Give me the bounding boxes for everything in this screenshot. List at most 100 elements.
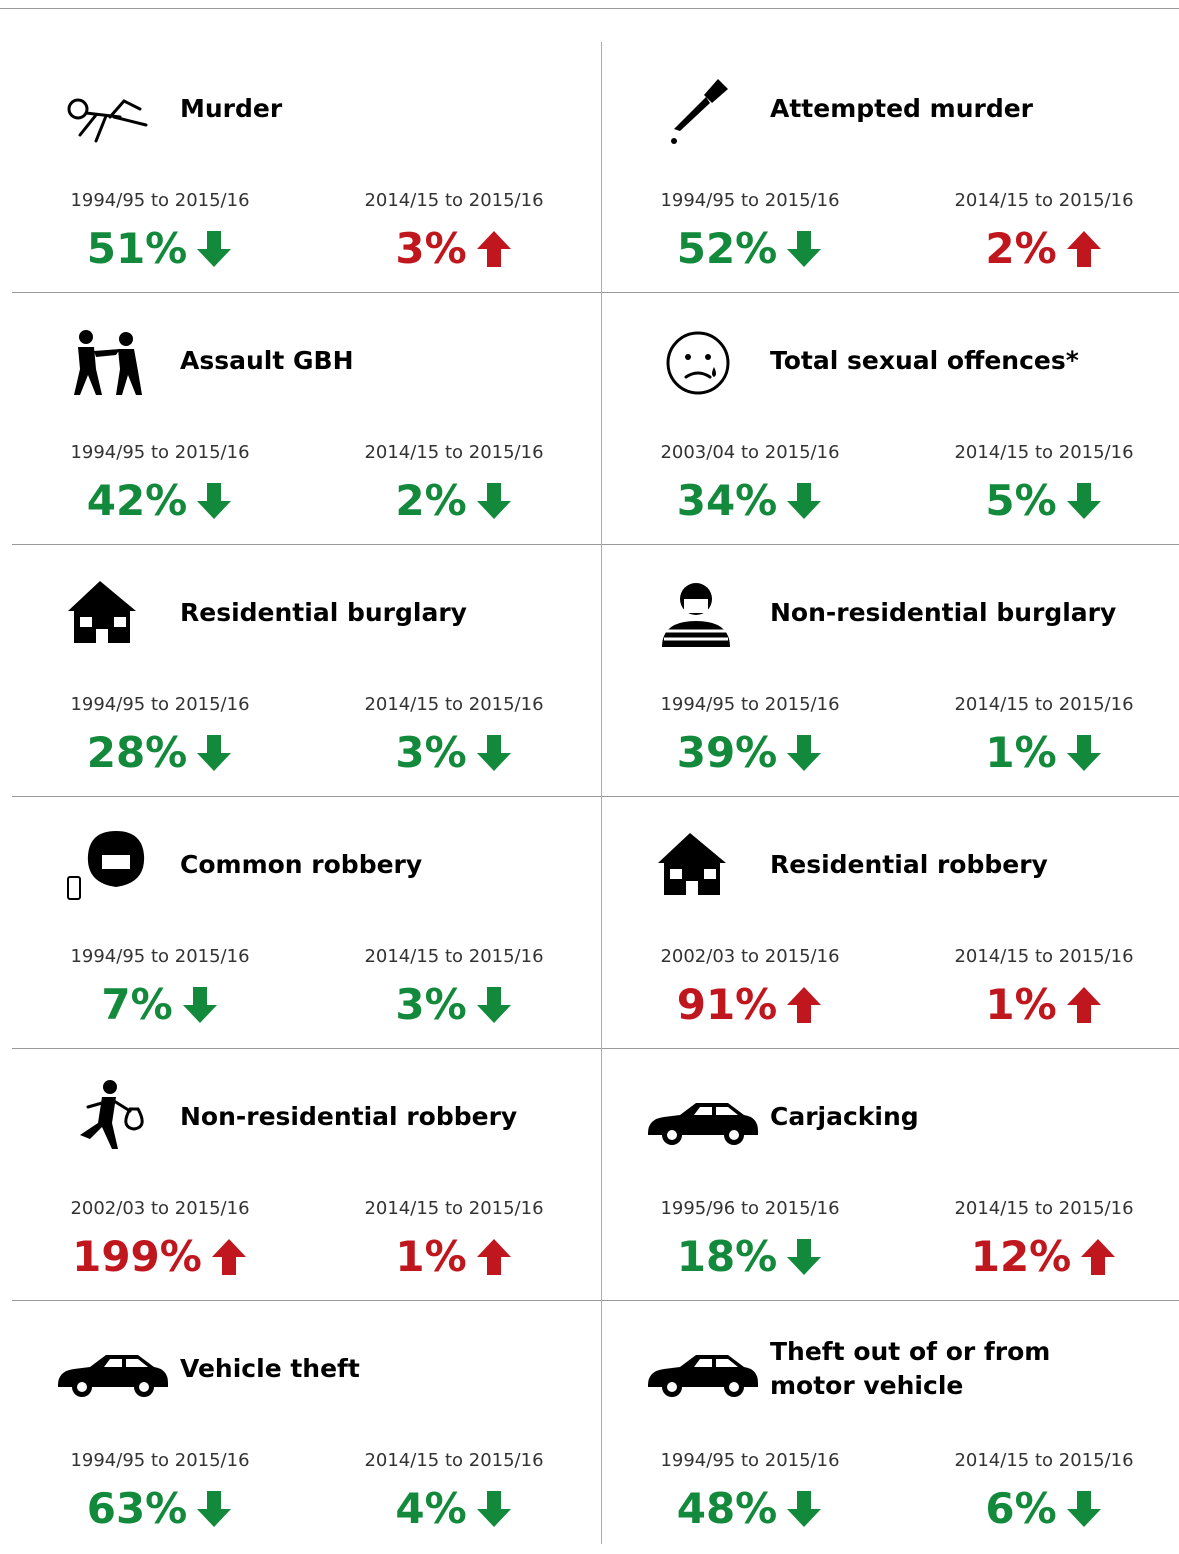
change-percent: 199% <box>72 1232 202 1281</box>
crime-label: Attempted murder <box>770 94 1034 123</box>
crime-cell: Non-residential robbery 2002/03 to 2015/1… <box>12 1050 601 1302</box>
period-label: 1994/95 to 2015/16 <box>70 694 250 715</box>
crime-icon <box>50 1329 168 1409</box>
column-divider <box>601 42 602 1544</box>
change-value: 28% <box>30 728 290 777</box>
change-value: 39% <box>620 728 880 777</box>
period-label: 2014/15 to 2015/16 <box>364 946 544 967</box>
direction-arrow <box>195 481 233 521</box>
row-divider <box>12 1300 601 1301</box>
change-percent: 1% <box>395 1232 467 1281</box>
change-value: 52% <box>620 224 880 273</box>
change-percent: 7% <box>101 980 173 1029</box>
direction-arrow <box>1065 733 1103 773</box>
direction-arrow <box>785 481 823 521</box>
period-label: 2002/03 to 2015/16 <box>70 1198 250 1219</box>
row-divider <box>12 1048 601 1049</box>
row-divider <box>602 544 1179 545</box>
crime-label: Residential burglary <box>180 598 467 627</box>
crime-label: Non-residential robbery <box>180 1102 518 1131</box>
period-label: 2014/15 to 2015/16 <box>364 442 544 463</box>
crime-label: Assault GBH <box>180 346 354 375</box>
crime-cell: Residential robbery 2002/03 to 2015/16 91%… <box>602 798 1179 1050</box>
crime-cell: Vehicle theft 1994/95 to 2015/16 63% 2014/1… <box>12 1302 601 1554</box>
change-percent: 91% <box>676 980 778 1029</box>
change-value: 3% <box>324 224 584 273</box>
period-label: 1994/95 to 2015/16 <box>660 1450 840 1471</box>
period-label: 1995/96 to 2015/16 <box>660 1198 840 1219</box>
change-percent: 42% <box>86 476 188 525</box>
crime-label: Total sexual offences* <box>770 346 1079 375</box>
period-label: 2014/15 to 2015/16 <box>364 190 544 211</box>
change-value: 1% <box>914 728 1174 777</box>
direction-arrow <box>1065 229 1103 269</box>
period-label: 2014/15 to 2015/16 <box>954 190 1134 211</box>
change-value: 6% <box>914 1484 1174 1533</box>
change-value: 4% <box>324 1484 584 1533</box>
direction-arrow <box>210 1237 248 1277</box>
crime-cell: Common robbery 1994/95 to 2015/16 7% 2014/1… <box>12 798 601 1050</box>
crime-cell: Carjacking 1995/96 to 2015/16 18% 2014/15 t… <box>602 1050 1179 1302</box>
change-percent: 3% <box>395 980 467 1029</box>
direction-arrow <box>195 733 233 773</box>
crime-label: Carjacking <box>770 1102 919 1131</box>
period-label: 2014/15 to 2015/16 <box>954 1450 1134 1471</box>
period-label: 2014/15 to 2015/16 <box>954 1198 1134 1219</box>
change-percent: 12% <box>970 1232 1072 1281</box>
change-value: 2% <box>324 476 584 525</box>
change-value: 12% <box>914 1232 1174 1281</box>
change-value: 48% <box>620 1484 880 1533</box>
change-value: 63% <box>30 1484 290 1533</box>
period-label: 2014/15 to 2015/16 <box>954 442 1134 463</box>
change-value: 3% <box>324 728 584 777</box>
crime-icon <box>50 825 150 905</box>
crime-icon <box>50 69 150 149</box>
row-divider <box>12 544 601 545</box>
change-value: 3% <box>324 980 584 1029</box>
direction-arrow <box>1065 1489 1103 1529</box>
direction-arrow <box>195 1489 233 1529</box>
change-percent: 48% <box>676 1484 778 1533</box>
direction-arrow <box>785 1489 823 1529</box>
crime-cell: Non-residential burglary 1994/95 to 2015/… <box>602 546 1179 798</box>
direction-arrow <box>785 229 823 269</box>
crime-icon <box>640 1329 758 1409</box>
row-divider <box>12 796 601 797</box>
period-label: 2014/15 to 2015/16 <box>364 1450 544 1471</box>
crime-label: Non-residential burglary <box>770 598 1117 627</box>
direction-arrow <box>785 985 823 1025</box>
change-value: 199% <box>30 1232 290 1281</box>
change-value: 51% <box>30 224 290 273</box>
period-label: 1994/95 to 2015/16 <box>70 1450 250 1471</box>
period-label: 1994/95 to 2015/16 <box>70 442 250 463</box>
crime-cell: Attempted murder 1994/95 to 2015/16 52% 201… <box>602 42 1179 294</box>
crime-icon <box>50 321 150 401</box>
change-percent: 5% <box>985 476 1057 525</box>
change-percent: 2% <box>395 476 467 525</box>
change-value: 42% <box>30 476 290 525</box>
direction-arrow <box>475 229 513 269</box>
direction-arrow <box>1079 1237 1117 1277</box>
change-percent: 1% <box>985 980 1057 1029</box>
direction-arrow <box>785 1237 823 1277</box>
direction-arrow <box>475 985 513 1025</box>
crime-label: Residential robbery <box>770 850 1048 879</box>
change-value: 2% <box>914 224 1174 273</box>
crime-icon <box>640 321 740 401</box>
change-value: 1% <box>914 980 1174 1029</box>
crime-icon <box>640 573 740 653</box>
row-divider <box>602 292 1179 293</box>
direction-arrow <box>475 1489 513 1529</box>
change-percent: 4% <box>395 1484 467 1533</box>
direction-arrow <box>475 481 513 521</box>
change-percent: 52% <box>676 224 778 273</box>
crime-label: Common robbery <box>180 850 423 879</box>
top-rule <box>0 8 1179 9</box>
change-percent: 1% <box>985 728 1057 777</box>
crime-cell: Theft out of or from motor vehicle 1994/9… <box>602 1302 1179 1554</box>
direction-arrow <box>475 1237 513 1277</box>
crime-icon <box>640 1077 758 1157</box>
period-label: 2014/15 to 2015/16 <box>954 946 1134 967</box>
change-percent: 34% <box>676 476 778 525</box>
change-value: 18% <box>620 1232 880 1281</box>
